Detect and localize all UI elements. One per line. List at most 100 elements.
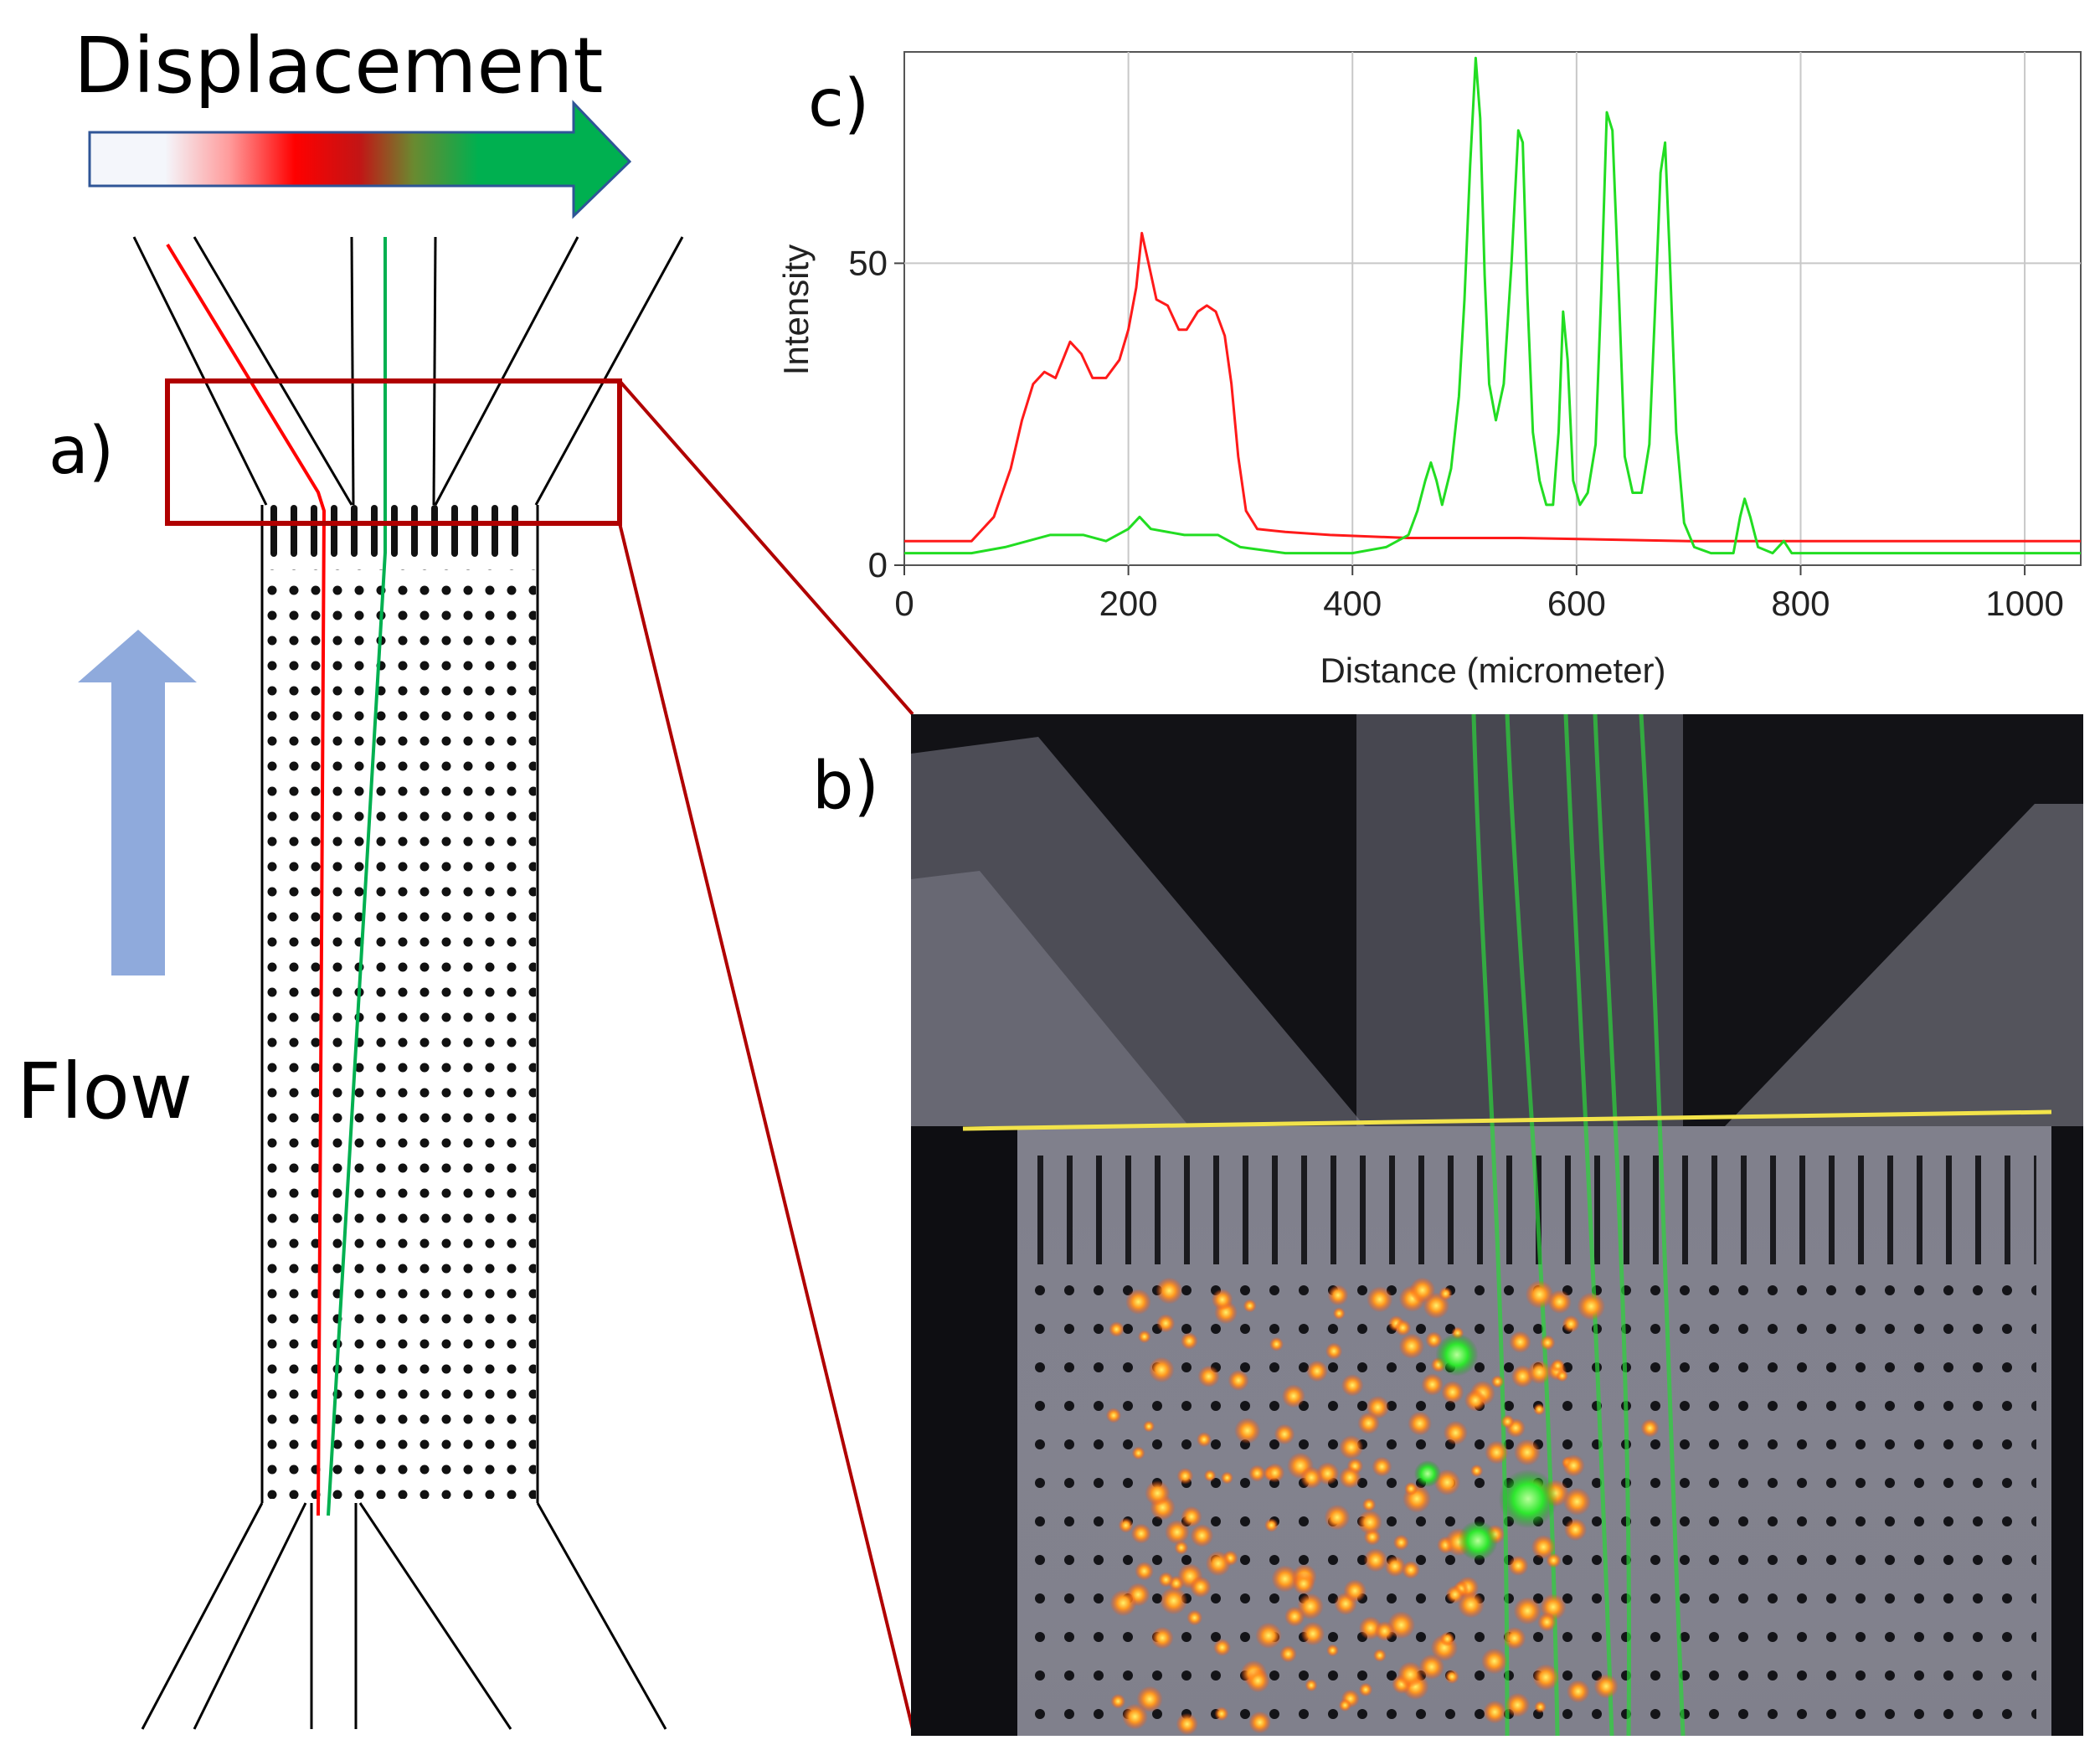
red-intensity-series — [904, 231, 2081, 543]
orange-particle — [1508, 1555, 1529, 1577]
x-tick-label: 1000 — [1985, 584, 2063, 623]
x-tick-label: 600 — [1547, 584, 1606, 623]
orange-particle — [1361, 1497, 1377, 1512]
x-tick-label: 200 — [1099, 584, 1158, 623]
orange-particle — [1324, 1504, 1351, 1531]
orange-particle — [1392, 1534, 1409, 1551]
orange-particle — [1306, 1360, 1328, 1382]
orange-particle — [1357, 1510, 1382, 1535]
orange-particle — [1485, 1440, 1509, 1464]
zoom-box — [165, 378, 622, 526]
orange-particle — [1640, 1418, 1660, 1438]
chart-series — [904, 56, 2081, 555]
green-particle — [1435, 1333, 1479, 1377]
orange-particle — [1138, 1330, 1151, 1344]
orange-particle — [1577, 1292, 1606, 1320]
y-tick-label: 0 — [868, 545, 888, 584]
orange-particle — [1373, 1649, 1387, 1662]
x-tick-label: 0 — [894, 584, 914, 623]
orange-particle — [1148, 1356, 1175, 1383]
orange-particle — [1176, 1712, 1199, 1736]
orange-particle — [1300, 1466, 1323, 1490]
orange-particle — [1537, 1612, 1557, 1632]
orange-particle — [1332, 1307, 1346, 1320]
orange-particle — [1181, 1332, 1198, 1350]
orange-particle — [1464, 1389, 1487, 1412]
chart-ticks: 0 200 400 600 800 1000 0 50 — [848, 243, 2064, 623]
orange-particle — [1394, 1319, 1412, 1336]
separation-array — [260, 505, 539, 1503]
orange-particle — [1109, 1321, 1125, 1337]
orange-particle — [1402, 1561, 1420, 1579]
microscope-image — [911, 714, 2083, 1736]
orange-particle — [1505, 1692, 1530, 1717]
orange-particle — [1341, 1374, 1364, 1397]
orange-particle — [1255, 1622, 1282, 1650]
orange-particle — [1357, 1412, 1380, 1434]
orange-particle — [1556, 1369, 1568, 1382]
orange-particle — [1325, 1342, 1343, 1360]
orange-particle — [1444, 1669, 1459, 1684]
orange-particle — [1343, 1579, 1367, 1603]
orange-particle — [1490, 1375, 1505, 1388]
orange-particle — [1358, 1682, 1373, 1697]
orange-particle — [1500, 1414, 1515, 1429]
orange-particle — [1546, 1552, 1562, 1568]
orange-particle — [1566, 1680, 1590, 1703]
orange-particle — [1443, 1420, 1468, 1445]
green-particle — [1414, 1460, 1441, 1487]
orange-particle — [1326, 1644, 1339, 1657]
orange-particle — [1176, 1467, 1194, 1485]
profile-line — [962, 1109, 2052, 1131]
orange-particle — [1109, 1589, 1137, 1617]
orange-particle — [1532, 1664, 1560, 1691]
outlet-channels — [141, 1502, 667, 1730]
orange-particle — [1214, 1706, 1229, 1722]
orange-particle — [1457, 1591, 1485, 1619]
orange-particle — [1197, 1432, 1212, 1448]
orange-particle — [1441, 1381, 1464, 1404]
orange-particle — [1274, 1423, 1295, 1445]
orange-particle — [1367, 1286, 1393, 1313]
zoom-connector-bottom — [618, 522, 914, 1730]
orange-particle — [1135, 1562, 1154, 1581]
chart-grid — [904, 52, 2081, 565]
orange-particle — [1269, 1336, 1284, 1351]
orange-particle — [1404, 1481, 1418, 1495]
orange-particle — [1105, 1408, 1122, 1423]
orange-particle — [1243, 1299, 1257, 1313]
orange-particle — [1221, 1471, 1233, 1485]
x-tick-label: 400 — [1323, 584, 1382, 623]
orange-particle — [1551, 1358, 1565, 1373]
x-axis-label: Distance (micrometer) — [1320, 651, 1665, 690]
red-particle-trajectory — [166, 243, 327, 1516]
orange-particle — [1445, 1585, 1464, 1604]
orange-particle — [1531, 1535, 1556, 1560]
orange-particle — [1338, 1698, 1351, 1712]
pillar-array — [265, 569, 536, 1499]
zoom-connector-top — [618, 379, 914, 716]
orange-particle — [1564, 1518, 1588, 1542]
orange-particle — [1409, 1277, 1436, 1304]
orange-particle — [1212, 1289, 1233, 1310]
orange-particle — [1181, 1506, 1202, 1527]
panel-label-b: b) — [812, 749, 879, 824]
x-tick-label: 800 — [1771, 584, 1830, 623]
orange-particle — [1339, 1435, 1364, 1459]
orange-particle — [1160, 1587, 1188, 1615]
orange-particle — [1513, 1597, 1542, 1625]
orange-particle — [1439, 1631, 1455, 1647]
flow-label: Flow — [17, 1047, 193, 1136]
orange-particle — [1439, 1286, 1453, 1301]
panel-label-c: c) — [808, 66, 869, 142]
orange-particle — [1271, 1565, 1299, 1593]
orange-particle — [1509, 1331, 1531, 1353]
orange-particle — [1384, 1555, 1406, 1578]
orange-particle — [1165, 1520, 1190, 1545]
orange-particle — [1547, 1289, 1572, 1314]
orange-particle — [1205, 1551, 1231, 1577]
green-particle — [1458, 1521, 1498, 1561]
orange-particle — [1110, 1693, 1126, 1709]
orange-particle — [1398, 1333, 1425, 1359]
orange-particle — [1514, 1439, 1541, 1466]
